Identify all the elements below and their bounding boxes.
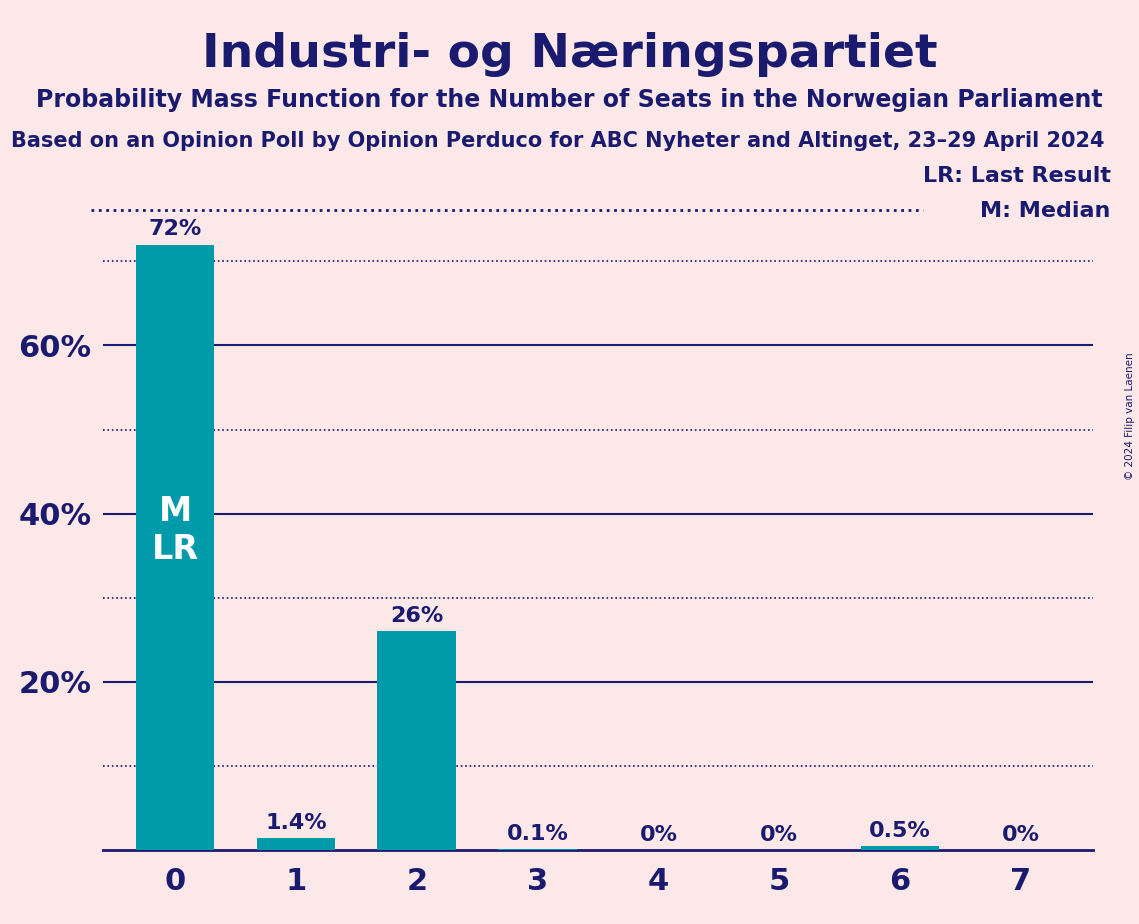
- Bar: [861, 845, 940, 850]
- Text: 72%: 72%: [148, 220, 202, 239]
- Text: M: Median: M: Median: [981, 201, 1111, 222]
- Text: 0%: 0%: [639, 825, 678, 845]
- Bar: [136, 245, 214, 850]
- Text: 26%: 26%: [390, 606, 443, 626]
- Text: 0.1%: 0.1%: [507, 824, 568, 845]
- Text: 0%: 0%: [760, 825, 798, 845]
- Text: Probability Mass Function for the Number of Seats in the Norwegian Parliament: Probability Mass Function for the Number…: [36, 88, 1103, 112]
- Text: Industri- og Næringspartiet: Industri- og Næringspartiet: [202, 32, 937, 78]
- Bar: [256, 838, 335, 850]
- Text: Based on an Opinion Poll by Opinion Perduco for ABC Nyheter and Altinget, 23–29 : Based on an Opinion Poll by Opinion Perd…: [11, 131, 1105, 152]
- Text: 0%: 0%: [1002, 825, 1040, 845]
- Text: LR: Last Result: LR: Last Result: [923, 166, 1111, 187]
- Text: M
LR: M LR: [151, 495, 198, 566]
- Text: 0.5%: 0.5%: [869, 821, 931, 841]
- Bar: [377, 631, 456, 850]
- Text: 1.4%: 1.4%: [265, 813, 327, 833]
- Text: © 2024 Filip van Laenen: © 2024 Filip van Laenen: [1125, 352, 1134, 480]
